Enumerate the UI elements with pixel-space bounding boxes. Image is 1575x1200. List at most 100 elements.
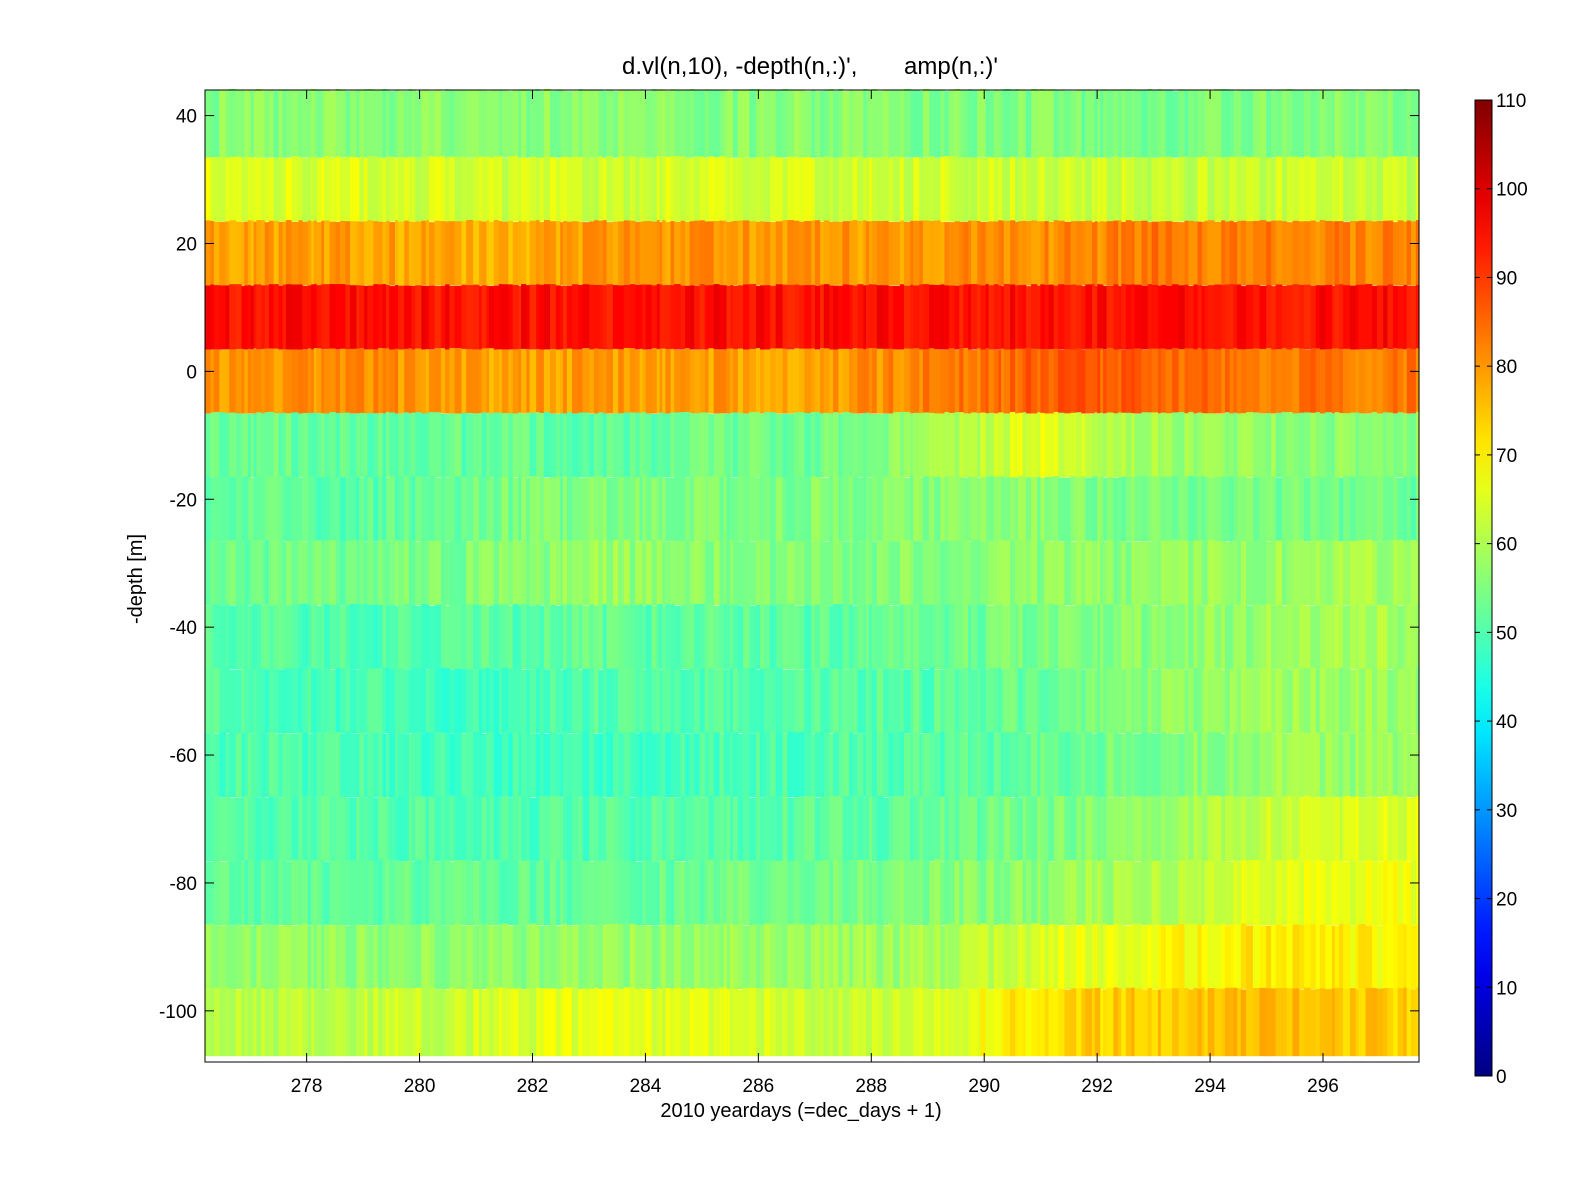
heatmap-cell: [395, 413, 399, 478]
heatmap-cell: [481, 540, 487, 606]
heatmap-cell: [645, 925, 653, 990]
heatmap-cell: [302, 541, 309, 606]
heatmap-cell: [888, 413, 894, 478]
heatmap-cell: [645, 604, 653, 670]
heatmap-cell: [694, 220, 701, 286]
heatmap-cell: [1415, 476, 1420, 542]
heatmap-cell: [913, 220, 920, 286]
heatmap-cell: [1131, 476, 1136, 542]
heatmap-cell: [1358, 605, 1367, 670]
heatmap-cell: [269, 411, 275, 478]
heatmap-cell: [473, 669, 480, 734]
heatmap-cell: [704, 412, 710, 478]
heatmap-cell: [732, 158, 739, 222]
heatmap-cell: [1376, 732, 1384, 798]
heatmap-cell: [501, 477, 509, 542]
heatmap-cell: [1018, 285, 1024, 350]
heatmap-cell: [501, 349, 509, 414]
heatmap-cell: [934, 924, 942, 990]
heatmap-cell: [919, 860, 924, 926]
heatmap-cell: [1406, 285, 1412, 350]
heatmap-cell: [324, 667, 331, 734]
heatmap-cell: [723, 987, 728, 1057]
heatmap-cell: [1240, 923, 1247, 990]
heatmap-cell: [1292, 541, 1300, 606]
heatmap-cell: [1310, 731, 1317, 798]
heatmap-cell: [1188, 667, 1195, 734]
heatmap-cell: [726, 285, 731, 350]
heatmap-cell: [865, 988, 870, 1057]
heatmap-cell: [1131, 733, 1136, 798]
heatmap-cell: [680, 89, 686, 158]
heatmap-cell: [1141, 989, 1149, 1057]
heatmap-cell: [291, 284, 300, 350]
heatmap-cell: [670, 156, 675, 222]
heatmap-cell: [250, 669, 255, 734]
heatmap-cell: [549, 988, 557, 1057]
heatmap-cell: [1315, 348, 1321, 414]
heatmap-cell: [1406, 797, 1412, 862]
heatmap-cell: [321, 89, 325, 158]
heatmap-cell: [635, 796, 641, 862]
heatmap-cell: [865, 925, 870, 990]
heatmap-cell: [1160, 988, 1167, 1057]
heatmap-cell: [526, 158, 531, 222]
heatmap-cell: [1221, 541, 1226, 606]
heatmap-cell: [539, 541, 545, 606]
heatmap-cell: [1118, 668, 1122, 734]
heatmap-cell: [1286, 733, 1294, 798]
heatmap-cell: [324, 604, 331, 670]
heatmap-cell: [247, 157, 252, 222]
heatmap-cell: [1201, 859, 1206, 926]
heatmap-cell: [241, 669, 245, 734]
heatmap-cell: [988, 90, 995, 158]
heatmap-cell: [1403, 221, 1408, 286]
heatmap-cell: [1076, 348, 1082, 414]
heatmap-cell: [518, 923, 522, 990]
heatmap-cell: [449, 924, 456, 990]
heatmap-cell: [971, 539, 978, 606]
heatmap-cell: [899, 860, 905, 926]
heatmap-cell: [1097, 221, 1101, 286]
heatmap-cell: [694, 924, 701, 990]
heatmap-cell: [1315, 988, 1321, 1057]
heatmap-cell: [659, 412, 663, 478]
heatmap-cell: [298, 156, 304, 222]
heatmap-cell: [1201, 349, 1206, 414]
heatmap-cell: [526, 669, 531, 734]
heatmap-cell: [749, 221, 757, 286]
heatmap-cell: [1271, 413, 1277, 478]
heatmap-cell: [493, 925, 500, 990]
heatmap-cell: [743, 220, 750, 286]
heatmap-cell: [629, 412, 636, 478]
heatmap-cell: [566, 412, 573, 478]
heatmap-cell: [210, 923, 215, 990]
heatmap-cell: [868, 604, 873, 670]
heatmap-cell: [888, 668, 894, 734]
heatmap-cell: [883, 797, 890, 862]
heatmap-cell: [645, 413, 653, 478]
heatmap-cell: [849, 859, 854, 926]
heatmap-cell: [1037, 796, 1042, 862]
heatmap-cell: [833, 349, 839, 414]
heatmap-cell: [1358, 413, 1367, 478]
heatmap-cell: [1025, 604, 1032, 670]
heatmap-cell: [479, 475, 483, 542]
heatmap-cell: [555, 667, 561, 734]
heatmap-cell: [903, 860, 911, 926]
heatmap-cell: [1281, 221, 1288, 286]
heatmap-cell: [623, 860, 631, 926]
heatmap-cell: [659, 604, 663, 670]
heatmap-cell: [868, 90, 873, 158]
heatmap-cell: [1003, 220, 1011, 286]
heatmap-cell: [411, 732, 416, 798]
heatmap-cell: [345, 604, 351, 670]
heatmap-cell: [704, 285, 710, 350]
heatmap-cell: [329, 158, 337, 222]
heatmap-cell: [1085, 156, 1093, 222]
heatmap-cell: [787, 988, 795, 1057]
heatmap-cell: [1092, 603, 1096, 670]
heatmap-cell: [278, 605, 284, 670]
heatmap-cell: [1070, 731, 1077, 798]
heatmap-cell: [539, 284, 545, 350]
